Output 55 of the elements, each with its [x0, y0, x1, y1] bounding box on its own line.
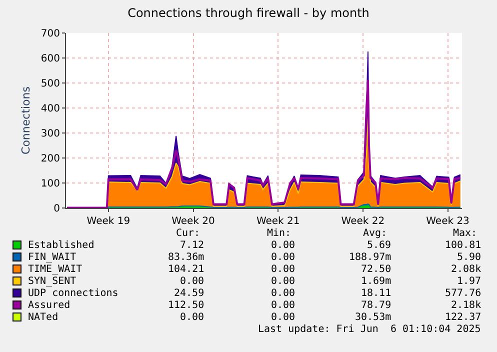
text: 0.00 — [271, 240, 296, 251]
text: 1.97 — [457, 276, 482, 287]
y-tick-label: 400 — [40, 104, 60, 114]
text: 188.97m — [349, 252, 392, 263]
legend-label: Assured — [28, 300, 70, 311]
text: Last update: Fri Jun 6 01:10:04 2025 — [258, 324, 481, 335]
text: 78.79 — [361, 300, 392, 311]
legend-label: FIN_WAIT — [28, 252, 76, 263]
x-tick-label: Week 19 — [86, 216, 130, 227]
legend-label: NATed — [28, 312, 58, 323]
text: 7.12 — [180, 240, 204, 251]
x-tick-label: Week 22 — [341, 216, 385, 227]
y-tick-label: 700 — [40, 28, 60, 40]
y-tick-label: 200 — [40, 154, 60, 164]
text: Avg: — [363, 228, 388, 239]
text: Max: — [453, 228, 478, 239]
text: 83.36m — [168, 252, 204, 263]
text: 2.08k — [451, 264, 482, 275]
y-tick-label: 500 — [40, 78, 60, 90]
y-axis-title: Connections — [20, 86, 33, 154]
text: 100.81 — [445, 240, 482, 251]
text: 122.37 — [445, 312, 482, 323]
text: 5.90 — [457, 252, 482, 263]
text: 0.00 — [271, 276, 296, 287]
y-tick-label: 0 — [54, 204, 60, 214]
x-tick-label: Week 23 — [426, 216, 470, 227]
y-tick-label: 100 — [40, 178, 60, 190]
text: 0.00 — [271, 288, 296, 299]
chart-title: Connections through firewall - by month — [128, 6, 370, 20]
text: 0.00 — [180, 312, 204, 323]
text: 577.76 — [445, 288, 482, 299]
x-tick-label: Week 21 — [256, 216, 300, 227]
y-tick-label: 300 — [40, 128, 60, 140]
text: 30.53m — [355, 312, 392, 323]
text: 0.00 — [271, 252, 296, 263]
text: Min: — [267, 228, 292, 239]
text: 1.69m — [361, 276, 392, 287]
text: 0.00 — [271, 312, 296, 323]
text: 18.11 — [361, 288, 392, 299]
text: 0.00 — [271, 264, 296, 275]
legend-label: SYN_SENT — [28, 276, 76, 287]
text: 5.69 — [367, 240, 392, 251]
text: 112.50 — [168, 300, 204, 311]
text: Cur: — [176, 228, 200, 239]
legend-label: Established — [28, 240, 94, 251]
text: 72.50 — [361, 264, 392, 275]
text: 2.18k — [451, 300, 482, 311]
text: 0.00 — [180, 276, 204, 287]
text: 104.21 — [168, 264, 204, 275]
text: 0.00 — [271, 300, 296, 311]
x-tick-label: Week 20 — [172, 216, 215, 227]
text: 24.59 — [174, 288, 204, 299]
y-tick-label: 600 — [40, 54, 60, 64]
legend-label: UDP connections — [28, 288, 118, 299]
legend-label: TIME_WAIT — [28, 264, 82, 275]
